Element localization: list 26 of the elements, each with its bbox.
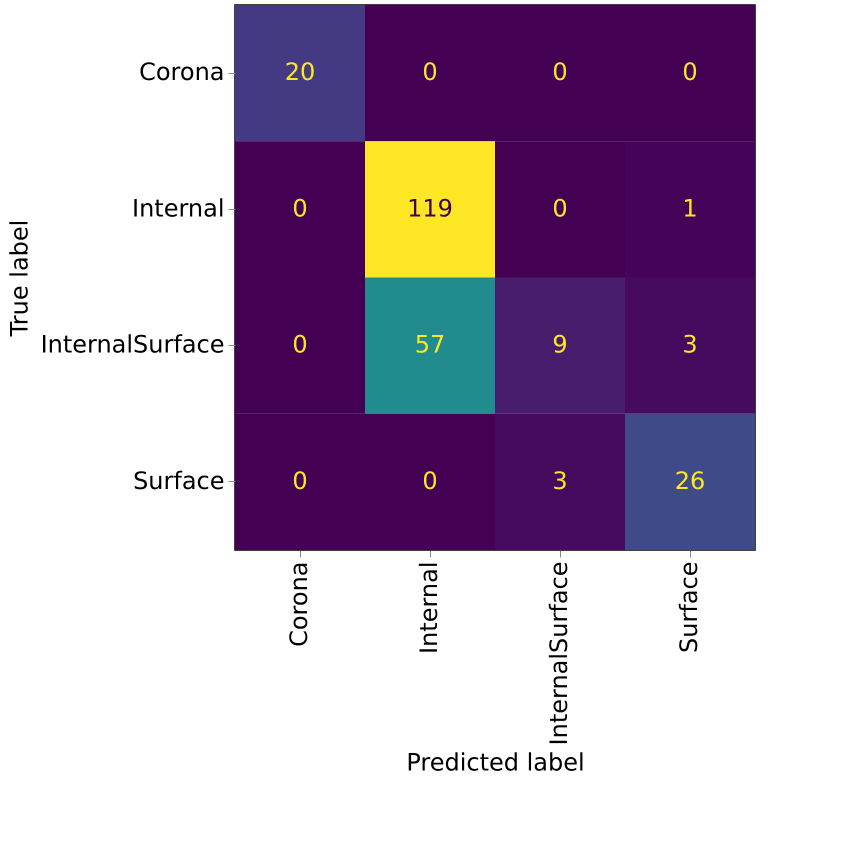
x-tick-label: Internal — [415, 562, 443, 654]
data-label: 9 — [552, 330, 568, 359]
y-tick-label: Corona — [139, 58, 224, 86]
data-label: 20 — [284, 58, 316, 86]
data-label: 1 — [682, 194, 698, 222]
data-label: 0 — [682, 58, 698, 86]
data-label: 26 — [674, 466, 706, 495]
data-label: 0 — [292, 194, 308, 222]
data-label: 3 — [682, 330, 698, 359]
x-axis-title: Predicted label — [406, 748, 585, 776]
data-label: 119 — [407, 194, 453, 222]
y-tick-label: Internal — [132, 194, 224, 222]
x-tick-label: Corona — [285, 562, 313, 647]
x-tick-label: InternalSurface — [545, 562, 573, 746]
y-axis-title: True label — [6, 220, 34, 338]
data-label: 0 — [552, 58, 568, 86]
x-tick-label: Surface — [675, 562, 703, 653]
y-tick-label: InternalSurface — [40, 330, 224, 359]
data-label: 0 — [552, 194, 568, 222]
y-tick-label: Surface — [133, 466, 224, 495]
data-label: 3 — [552, 466, 568, 495]
data-label: 0 — [422, 466, 438, 495]
data-label: 57 — [414, 330, 446, 359]
data-label: 0 — [292, 330, 308, 359]
data-label: 0 — [422, 58, 438, 86]
data-label: 0 — [292, 466, 308, 495]
